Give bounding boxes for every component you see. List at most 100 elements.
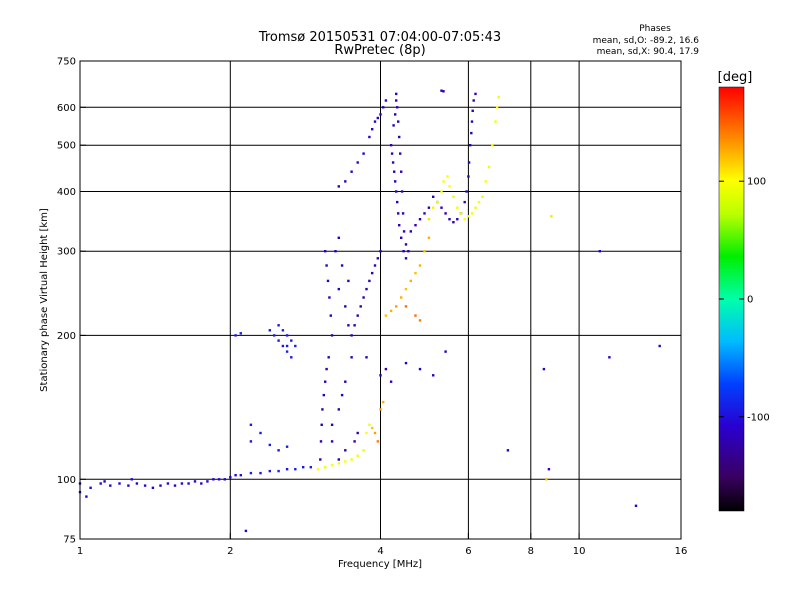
data-point	[324, 380, 327, 383]
y-tick-label: 750	[57, 57, 76, 68]
data-point	[326, 279, 330, 283]
data-point	[285, 334, 289, 337]
data-point	[396, 106, 399, 109]
data-point	[392, 124, 395, 127]
data-point	[344, 180, 347, 183]
data-point	[395, 305, 398, 308]
data-point	[373, 431, 377, 435]
data-point	[474, 206, 477, 209]
data-point	[337, 408, 340, 411]
data-point	[444, 212, 447, 215]
data-point	[316, 468, 320, 471]
data-point	[469, 144, 472, 147]
data-point	[329, 314, 332, 317]
data-point	[436, 200, 439, 204]
x-tick-label: 2	[227, 546, 233, 557]
data-point	[324, 466, 327, 469]
data-point	[259, 431, 262, 435]
data-point	[344, 449, 347, 452]
x-tick-label: 16	[675, 546, 688, 557]
data-point	[371, 426, 374, 430]
data-point	[356, 161, 359, 164]
data-point	[404, 305, 408, 308]
data-point	[294, 468, 297, 471]
data-point	[337, 287, 340, 291]
data-point	[239, 474, 242, 477]
colorbar-ticks: 100 0 -100	[719, 177, 770, 423]
data-point	[340, 264, 344, 267]
data-point	[285, 468, 289, 471]
data-point	[294, 344, 297, 348]
data-point	[239, 332, 242, 335]
data-point	[401, 212, 405, 215]
data-point	[373, 264, 377, 267]
data-point	[400, 236, 403, 239]
data-point	[444, 350, 447, 353]
colorbar-tick-label: 0	[747, 295, 753, 306]
data-point	[249, 471, 253, 475]
data-point	[432, 195, 435, 198]
data-point	[395, 190, 398, 193]
data-point	[398, 224, 401, 227]
y-tick-label: 400	[57, 187, 76, 198]
data-point	[99, 482, 102, 485]
y-tick-label: 300	[57, 247, 76, 258]
data-point	[427, 218, 431, 221]
data-point	[542, 367, 546, 371]
data-point	[368, 279, 371, 283]
data-point	[399, 152, 402, 155]
data-point	[484, 180, 487, 183]
annotation-line-x: mean, sd,X: 90.4, 17.9	[597, 47, 700, 57]
axis-ticks	[79, 60, 682, 540]
data-point	[598, 250, 601, 253]
data-point	[244, 529, 248, 533]
x-tick-label: 8	[528, 546, 534, 557]
data-point	[397, 120, 400, 123]
data-point	[319, 458, 322, 461]
data-point	[277, 449, 280, 452]
data-point	[442, 180, 445, 183]
data-point	[497, 96, 500, 99]
data-point	[459, 212, 463, 215]
data-point	[337, 462, 340, 465]
x-axis-label: Frequency [MHz]	[338, 559, 422, 570]
data-point	[384, 314, 388, 317]
data-point	[379, 408, 382, 411]
data-point	[330, 334, 334, 337]
data-point	[407, 250, 410, 253]
data-point	[127, 484, 130, 487]
data-point	[467, 175, 470, 178]
data-point	[418, 367, 422, 371]
data-point	[371, 271, 374, 275]
data-point	[550, 215, 553, 218]
data-point	[356, 454, 359, 457]
data-point	[89, 486, 92, 489]
data-point	[409, 279, 412, 283]
data-point	[389, 309, 393, 313]
data-point	[389, 144, 393, 147]
data-point	[365, 431, 368, 435]
data-point	[448, 218, 451, 221]
data-point	[320, 423, 323, 426]
colorbar-tick-label: 100	[747, 177, 766, 188]
data-point	[472, 99, 475, 102]
data-point	[446, 175, 449, 178]
data-point	[217, 478, 221, 481]
data-point	[470, 120, 474, 123]
data-point	[321, 408, 324, 411]
data-point	[404, 257, 408, 260]
data-point	[325, 264, 328, 267]
data-point	[376, 257, 379, 260]
data-point	[418, 218, 422, 221]
data-point	[467, 161, 471, 164]
data-point	[365, 287, 368, 291]
data-point	[249, 440, 253, 443]
data-point	[347, 324, 350, 327]
data-points	[78, 89, 661, 533]
data-point	[432, 206, 435, 209]
data-point	[362, 152, 365, 155]
data-point	[418, 319, 422, 322]
data-point	[337, 458, 340, 461]
data-point	[456, 206, 459, 209]
